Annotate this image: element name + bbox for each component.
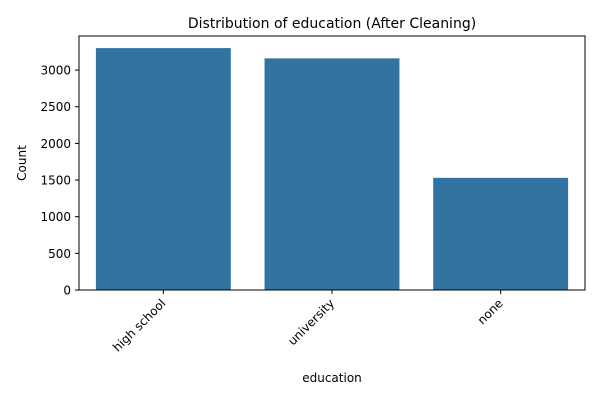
x-axis-label: education bbox=[302, 371, 362, 385]
bar-none bbox=[433, 177, 569, 290]
chart-title: Distribution of education (After Cleanin… bbox=[188, 16, 476, 32]
bars-group bbox=[95, 48, 569, 290]
y-tick-label: 2000 bbox=[40, 137, 71, 151]
x-tick-label: university bbox=[285, 296, 337, 348]
x-tick-label: none bbox=[475, 296, 506, 327]
plot-frame bbox=[78, 35, 586, 291]
y-tick-label: 1500 bbox=[40, 174, 71, 188]
y-tick-label: 3000 bbox=[40, 64, 71, 78]
bar-university bbox=[264, 58, 400, 290]
x-tick-label: high school bbox=[110, 296, 168, 354]
y-tick-label: 2500 bbox=[40, 100, 71, 114]
y-tick-label: 500 bbox=[48, 247, 71, 261]
y-tick-label: 1000 bbox=[40, 210, 71, 224]
y-axis-label: Count bbox=[15, 145, 29, 181]
x-axis-ticks: high school university none bbox=[110, 290, 506, 355]
y-axis-ticks: 0 500 1000 1500 2000 2500 3000 bbox=[40, 64, 79, 298]
y-tick-label: 0 bbox=[63, 284, 71, 298]
bar-high-school bbox=[95, 48, 231, 290]
